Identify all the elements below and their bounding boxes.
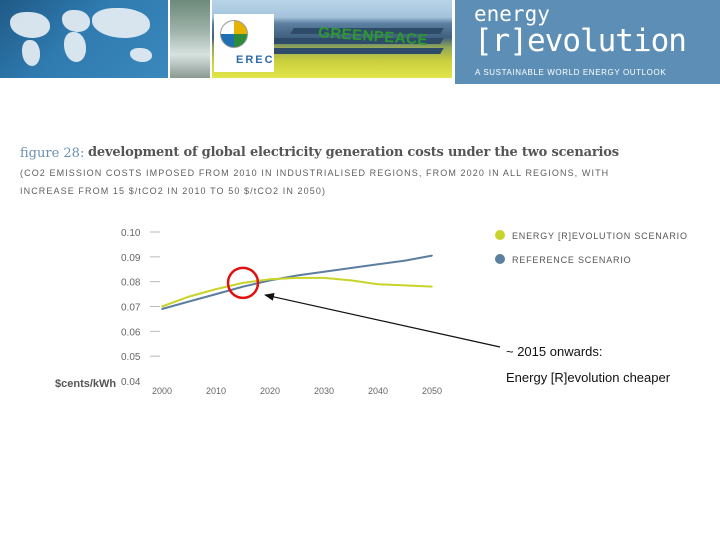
legend: ENERGY [R]EVOLUTION SCENARIO REFERENCE S… <box>495 230 688 265</box>
data-point <box>350 279 352 282</box>
data-point <box>404 259 406 262</box>
y-tick-label: 0.08 <box>121 278 141 289</box>
annotation-line2: Energy [R]evolution cheaper <box>506 370 671 385</box>
y-tick-label: 0.04 <box>121 377 141 388</box>
legend-marker-revolution <box>495 230 505 240</box>
data-point <box>404 284 406 287</box>
x-tick-label: 2040 <box>368 386 388 396</box>
highlight-circle <box>226 266 260 300</box>
hydro-dam-image <box>170 0 210 78</box>
data-point <box>296 274 298 277</box>
y-tick-label: 0.10 <box>121 228 141 239</box>
data-point <box>161 308 163 310</box>
annotation-arrow <box>264 292 501 348</box>
data-point <box>269 278 271 280</box>
y-tick-label: 0.06 <box>121 327 141 338</box>
y-axis-label: $cents/kWh <box>55 378 116 390</box>
brand-panel <box>455 0 720 84</box>
annotation: ~ 2015 onwards: Energy [R]evolution chea… <box>226 266 671 385</box>
data-point <box>242 285 244 288</box>
data-point <box>215 288 217 290</box>
data-point <box>431 285 433 288</box>
x-tick-label: 2010 <box>206 386 226 396</box>
erec-label: EREC <box>236 54 275 66</box>
figure-note-line1: (CO2 EMISSION COSTS IMPOSED FROM 2010 IN… <box>20 168 610 178</box>
data-point <box>377 283 379 285</box>
data-point <box>323 270 325 273</box>
data-point <box>350 267 352 269</box>
x-tick-label: 2050 <box>422 386 442 396</box>
figure-title: development of global electricity genera… <box>88 145 619 160</box>
x-tick-label: 2000 <box>152 386 172 396</box>
data-point <box>242 282 244 284</box>
world-map-image <box>0 0 168 78</box>
data-point <box>161 305 163 308</box>
x-tick-label: 2020 <box>260 386 280 396</box>
figure-note-line2: INCREASE FROM 15 $/tCO2 IN 2010 TO 50 $/… <box>20 186 327 196</box>
brand-line1: energy <box>474 2 550 26</box>
legend-marker-reference <box>495 254 505 264</box>
data-point <box>377 263 379 266</box>
erec-logo-icon <box>220 20 248 48</box>
brand-subtitle: A SUSTAINABLE WORLD ENERGY OUTLOOK <box>475 68 667 77</box>
y-tick-label: 0.05 <box>121 352 141 363</box>
data-point <box>188 300 190 303</box>
series-line <box>161 254 433 310</box>
data-point <box>215 293 217 295</box>
legend-label-revolution: ENERGY [R]EVOLUTION SCENARIO <box>512 231 688 241</box>
data-point <box>296 277 298 279</box>
data-point <box>431 254 433 257</box>
figure-number: figure 28: <box>20 146 85 161</box>
y-tick-label: 0.09 <box>121 253 141 264</box>
x-tick-label: 2030 <box>314 386 334 396</box>
header-banner: EREC GREENPEACE energy [r]evolution A SU… <box>0 0 720 84</box>
data-point <box>188 295 190 298</box>
legend-label-reference: REFERENCE SCENARIO <box>512 255 631 265</box>
data-point <box>323 277 325 279</box>
y-tick-label: 0.07 <box>121 303 141 314</box>
annotation-line1: ~ 2015 onwards: <box>506 344 602 359</box>
brand-line2: [r]evolution <box>474 23 687 59</box>
